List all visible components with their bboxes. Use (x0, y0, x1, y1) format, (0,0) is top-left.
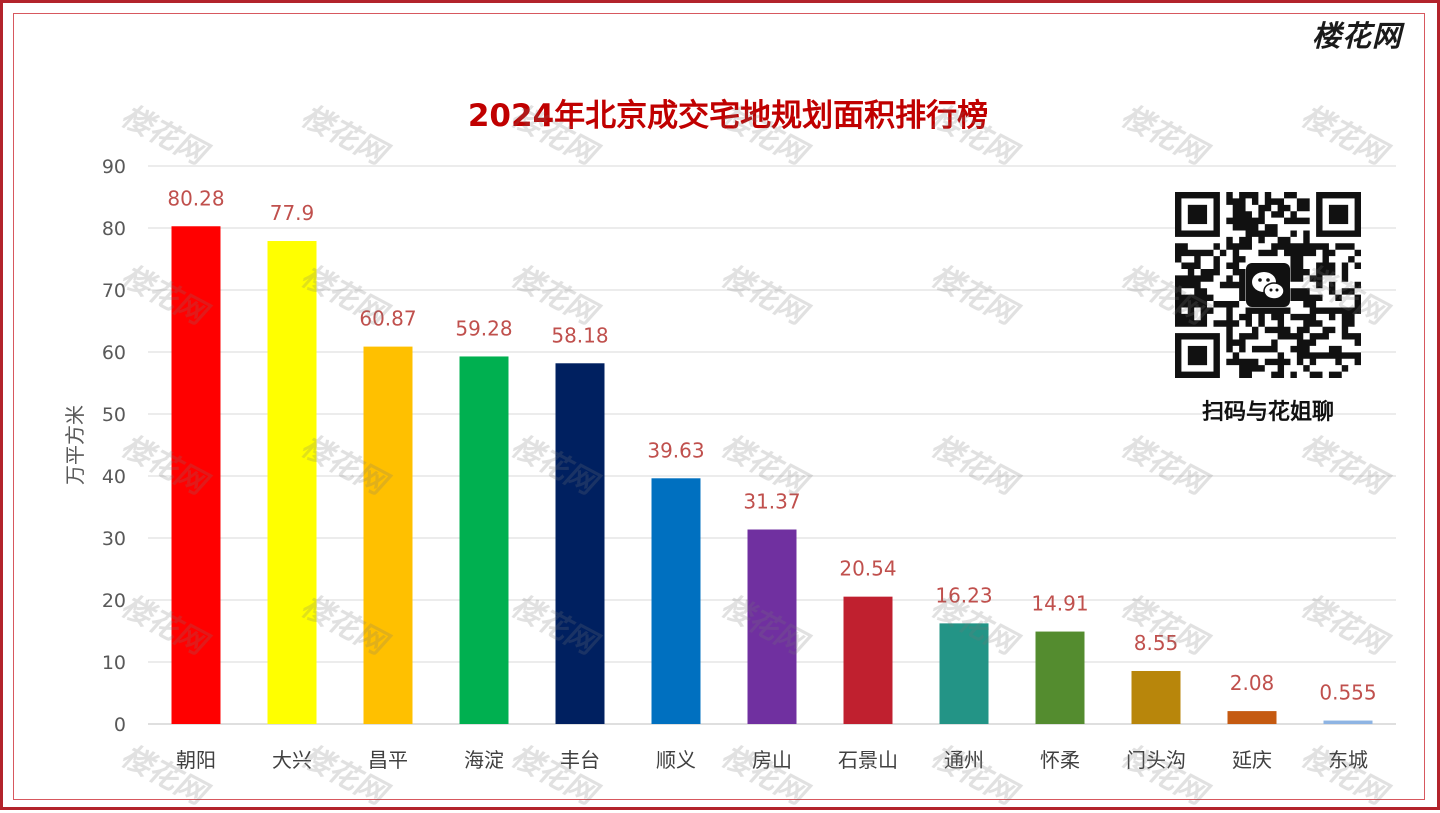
qr-caption: 扫码与花姐聊 (1201, 400, 1334, 425)
y-tick-label: 40 (102, 466, 126, 488)
bar (1323, 720, 1373, 724)
brand-logo-text: 楼花网 (1311, 19, 1402, 53)
bar (651, 478, 701, 724)
brand-logo: 楼花网 (1292, 12, 1422, 56)
chart-title: 2024年北京成交宅地规划面积排行榜 (468, 98, 988, 134)
y-tick-label: 30 (102, 528, 126, 550)
x-tick-label: 通州 (944, 748, 984, 772)
bar (747, 529, 797, 724)
data-label: 0.555 (1319, 681, 1376, 705)
y-tick-label: 90 (102, 156, 126, 178)
x-tick-label: 延庆 (1232, 748, 1272, 772)
data-label: 14.91 (1031, 592, 1088, 616)
qr-modules (1175, 192, 1361, 378)
data-label: 80.28 (167, 186, 224, 210)
data-label: 20.54 (839, 557, 896, 581)
bar (1131, 670, 1181, 724)
x-tick-label: 大兴 (272, 748, 312, 772)
y-tick-label: 60 (102, 342, 126, 364)
y-tick-label: 0 (114, 714, 126, 736)
y-tick-label: 50 (102, 404, 126, 426)
y-tick-label: 20 (102, 590, 126, 612)
bar (555, 363, 605, 724)
x-tick-label: 房山 (752, 748, 792, 772)
bar (171, 226, 221, 724)
x-tick-label: 门头沟 (1126, 748, 1186, 772)
bar (843, 596, 893, 724)
bar (363, 346, 413, 724)
bar (1227, 711, 1277, 724)
y-tick-label: 70 (102, 280, 126, 302)
data-label: 39.63 (647, 438, 704, 462)
data-label: 16.23 (935, 583, 992, 607)
x-tick-label: 东城 (1328, 748, 1368, 772)
data-label: 59.28 (455, 316, 512, 340)
qr-code[interactable] (1175, 192, 1361, 378)
bar (1035, 631, 1085, 724)
bar (939, 623, 989, 724)
data-label: 2.08 (1230, 671, 1275, 695)
data-label: 60.87 (359, 307, 416, 331)
data-label: 58.18 (551, 323, 608, 347)
x-tick-label: 海淀 (464, 748, 504, 772)
x-tick-label: 怀柔 (1040, 748, 1080, 772)
data-label: 8.55 (1134, 631, 1179, 655)
y-tick-label: 10 (102, 652, 126, 674)
qr-code-graphic (1175, 192, 1361, 378)
y-axis-label: 万平方米 (63, 405, 87, 485)
data-label: 77.9 (270, 201, 315, 225)
x-tick-label: 顺义 (656, 748, 696, 772)
bar (459, 356, 509, 724)
x-tick-label: 丰台 (560, 748, 600, 772)
y-tick-label: 80 (102, 218, 126, 240)
inner-frame (13, 13, 1425, 800)
x-tick-label: 昌平 (368, 748, 408, 772)
x-tick-label: 朝阳 (176, 748, 216, 772)
bar (267, 241, 317, 724)
data-label: 31.37 (743, 490, 800, 514)
x-tick-label: 石景山 (838, 748, 898, 772)
